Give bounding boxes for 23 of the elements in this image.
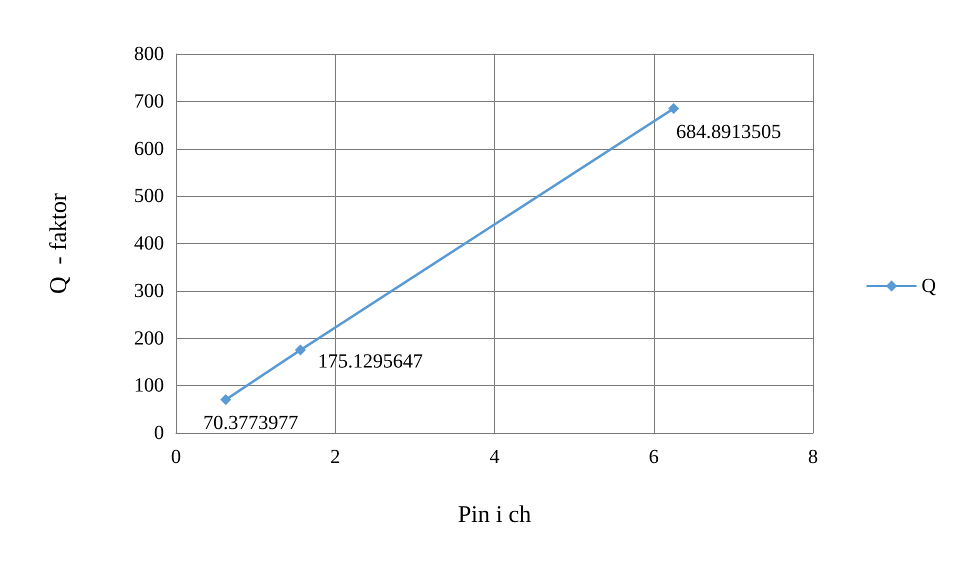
x-tick-label: 0 xyxy=(171,446,181,468)
data-label: 684.8913505 xyxy=(676,121,782,144)
y-tick-label: 100 xyxy=(134,374,164,397)
data-label: 175.1295647 xyxy=(318,350,423,373)
x-tick-label: 8 xyxy=(808,446,818,468)
point xyxy=(668,103,680,114)
point xyxy=(294,344,306,356)
x-tick-label: 4 xyxy=(490,446,500,468)
y-axis-title: Q - faktor xyxy=(46,193,72,294)
y-tick-label: 300 xyxy=(134,280,164,302)
legend-label: Q xyxy=(922,275,937,297)
y-tick-label: 0 xyxy=(154,422,164,444)
x-tick-label: 2 xyxy=(330,446,340,468)
y-tick-label: 200 xyxy=(134,327,164,350)
y-tick-label: 800 xyxy=(134,43,164,65)
y-tick-label: 500 xyxy=(134,185,164,208)
data-label: 70.3773977 xyxy=(203,412,298,434)
y-tick-label: 600 xyxy=(134,138,164,160)
x-tick-label: 6 xyxy=(648,446,659,468)
x-axis-title: Pin i ch xyxy=(458,502,532,528)
point xyxy=(220,394,232,406)
y-tick-label: 700 xyxy=(134,90,164,112)
y-tick-label: 400 xyxy=(134,232,164,254)
